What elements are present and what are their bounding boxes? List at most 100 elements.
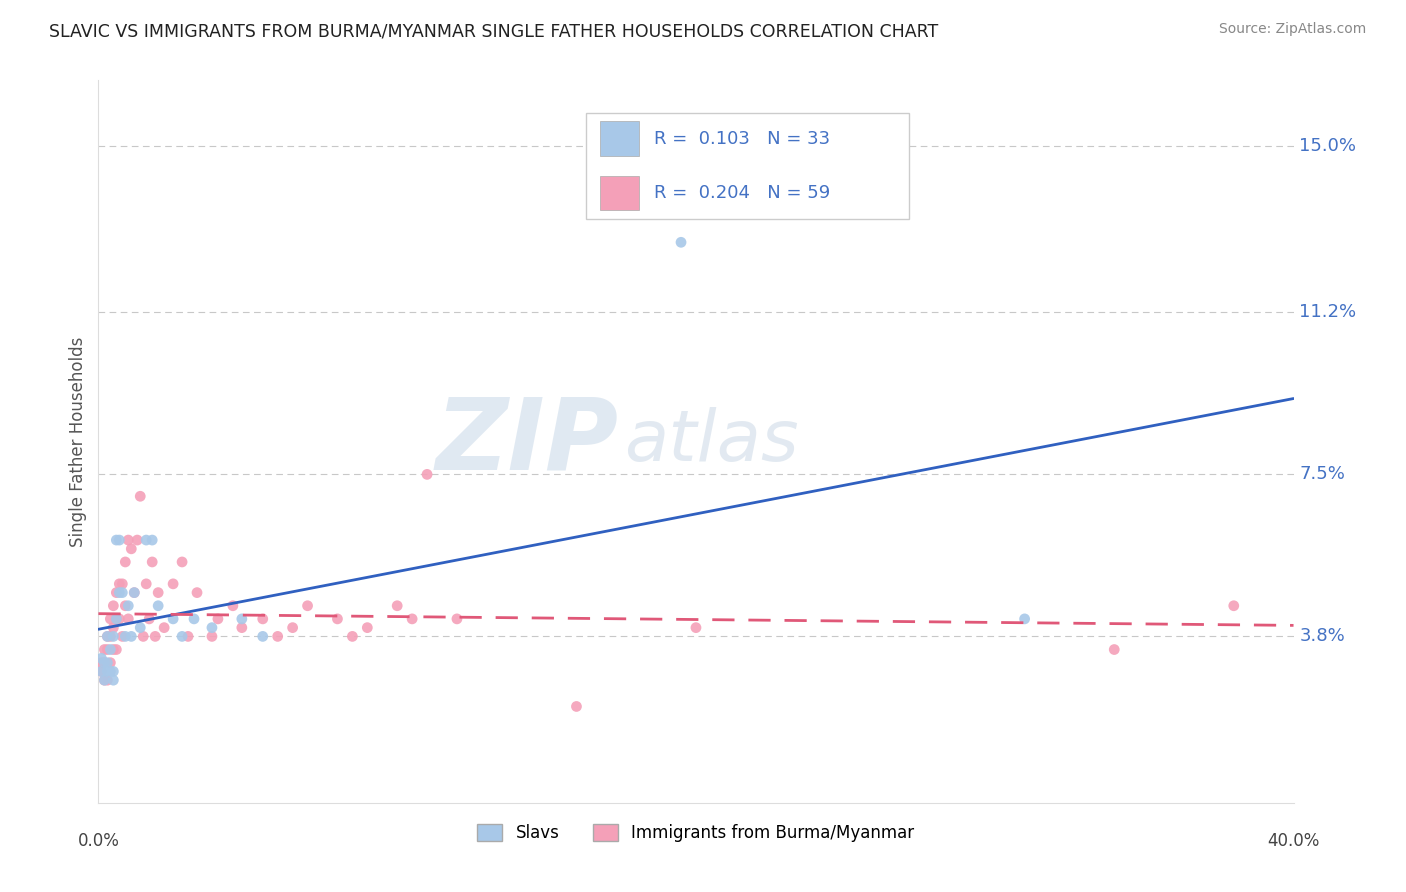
Point <box>96 629 118 643</box>
Point <box>267 629 290 643</box>
Point <box>98 629 122 643</box>
Point <box>105 585 128 599</box>
Point <box>141 555 163 569</box>
Point <box>685 621 707 635</box>
Point <box>108 585 131 599</box>
Point <box>124 585 146 599</box>
Text: SLAVIC VS IMMIGRANTS FROM BURMA/MYANMAR SINGLE FATHER HOUSEHOLDS CORRELATION CHA: SLAVIC VS IMMIGRANTS FROM BURMA/MYANMAR … <box>49 22 938 40</box>
Point <box>103 621 125 635</box>
Point <box>103 599 125 613</box>
Point <box>90 665 112 679</box>
Point <box>120 541 142 556</box>
Point <box>93 656 115 670</box>
Point <box>252 629 274 643</box>
Point <box>105 642 128 657</box>
Point <box>201 629 224 643</box>
FancyBboxPatch shape <box>586 112 908 219</box>
Point <box>117 533 139 547</box>
Point <box>108 577 131 591</box>
Point <box>342 629 364 643</box>
Point <box>138 612 160 626</box>
Point <box>231 612 253 626</box>
Text: 15.0%: 15.0% <box>1299 137 1357 155</box>
Point <box>117 612 139 626</box>
Point <box>93 642 115 657</box>
Point <box>252 612 274 626</box>
Point <box>96 656 118 670</box>
Point <box>103 642 125 657</box>
Point <box>207 612 229 626</box>
Point <box>103 673 125 688</box>
Point <box>114 599 136 613</box>
Point <box>281 621 304 635</box>
Point <box>93 673 115 688</box>
Text: ZIP: ZIP <box>436 393 619 490</box>
Point <box>177 629 200 643</box>
Point <box>98 612 122 626</box>
Point <box>105 612 128 626</box>
Point <box>90 651 112 665</box>
Text: R =  0.103   N = 33: R = 0.103 N = 33 <box>654 130 831 148</box>
Point <box>1104 642 1126 657</box>
Point <box>96 629 118 643</box>
Point <box>124 585 146 599</box>
Point <box>111 585 134 599</box>
Text: 11.2%: 11.2% <box>1299 303 1357 321</box>
Point <box>103 665 125 679</box>
Point <box>1014 612 1036 626</box>
Point <box>98 656 122 670</box>
Legend: Slavs, Immigrants from Burma/Myanmar: Slavs, Immigrants from Burma/Myanmar <box>471 817 921 848</box>
Point <box>446 612 468 626</box>
Point <box>108 533 131 547</box>
Point <box>114 629 136 643</box>
Y-axis label: Single Father Households: Single Father Households <box>69 336 87 547</box>
Text: Source: ZipAtlas.com: Source: ZipAtlas.com <box>1219 22 1367 37</box>
Point <box>98 642 122 657</box>
Point <box>183 612 205 626</box>
Point <box>162 612 184 626</box>
Point <box>148 599 170 613</box>
Point <box>135 533 157 547</box>
Point <box>201 621 224 635</box>
Point <box>326 612 349 626</box>
Point <box>416 467 439 482</box>
Point <box>132 629 155 643</box>
Point <box>111 629 134 643</box>
Point <box>385 599 409 613</box>
Point <box>117 599 139 613</box>
Point <box>114 555 136 569</box>
Point <box>96 642 118 657</box>
Point <box>172 555 194 569</box>
Point <box>162 577 184 591</box>
Point <box>105 612 128 626</box>
Text: 40.0%: 40.0% <box>1267 831 1320 850</box>
FancyBboxPatch shape <box>600 176 638 211</box>
Point <box>90 665 112 679</box>
Point <box>297 599 319 613</box>
Point <box>103 629 125 643</box>
Point <box>356 621 378 635</box>
Point <box>148 585 170 599</box>
Point <box>669 235 692 250</box>
Point <box>120 629 142 643</box>
Point <box>111 577 134 591</box>
Text: atlas: atlas <box>624 407 799 476</box>
Text: 0.0%: 0.0% <box>77 831 120 850</box>
FancyBboxPatch shape <box>600 121 638 156</box>
Point <box>231 621 253 635</box>
Point <box>1223 599 1246 613</box>
Point <box>141 533 163 547</box>
Point <box>105 533 128 547</box>
Point <box>143 629 166 643</box>
Point <box>96 665 118 679</box>
Point <box>129 621 152 635</box>
Point <box>401 612 423 626</box>
Point <box>186 585 208 599</box>
Point <box>565 699 588 714</box>
Point <box>93 673 115 688</box>
Text: 3.8%: 3.8% <box>1299 627 1346 646</box>
Point <box>98 665 122 679</box>
Point <box>127 533 149 547</box>
Point <box>129 489 152 503</box>
Point <box>135 577 157 591</box>
